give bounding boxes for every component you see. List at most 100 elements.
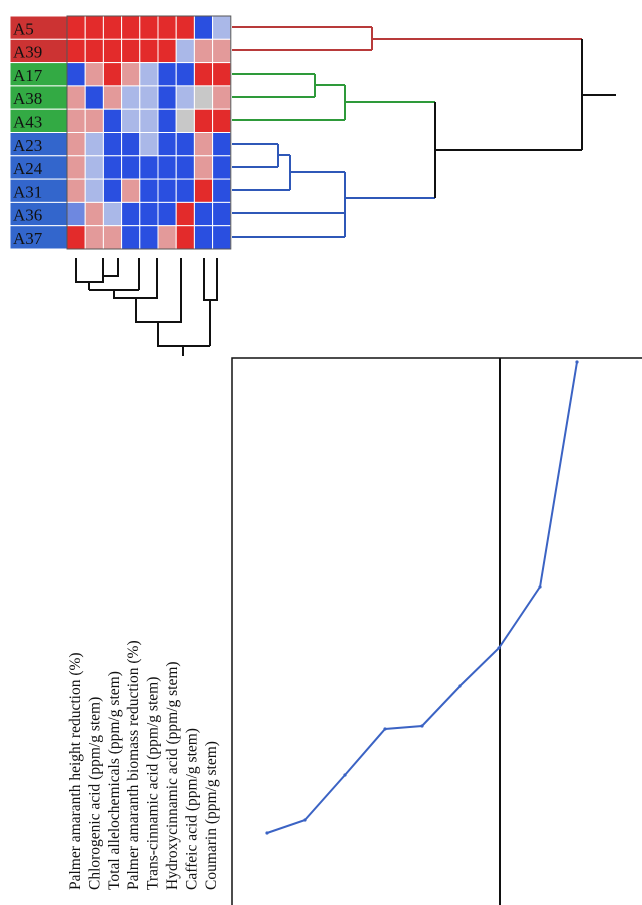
heatmap-cell — [212, 155, 232, 180]
heatmap-cell — [121, 155, 141, 180]
heatmap-cell — [139, 201, 159, 227]
heatmap-cell — [139, 108, 159, 133]
variable-label: Trans-cinnamic acid (ppm/g stem) — [145, 677, 162, 890]
heatmap-cell — [84, 108, 104, 133]
row-label: A38 — [13, 89, 42, 108]
heatmap-cell — [84, 38, 104, 64]
heatmap-cell — [84, 225, 104, 250]
heatmap-cell — [157, 225, 177, 250]
heatmap-cell — [66, 201, 86, 227]
heatmap-cell — [157, 178, 177, 203]
heatmap-cell — [139, 132, 159, 157]
row-label: A36 — [13, 206, 42, 225]
row-label: A37 — [13, 229, 43, 248]
heatmap-cell — [175, 201, 195, 227]
row-label: A24 — [13, 159, 43, 178]
heatmap-cell — [102, 132, 123, 157]
heatmap-cell — [102, 15, 123, 40]
heatmap-cell — [175, 62, 195, 87]
heatmap-border — [66, 15, 232, 250]
heatmap-cell — [157, 38, 177, 64]
row-label: A23 — [13, 136, 42, 155]
heatmap-cell — [157, 155, 177, 180]
heatmap-cell — [157, 62, 177, 87]
heatmap-cell — [102, 108, 123, 133]
heatmap-cell — [139, 38, 159, 64]
heatmap-cell — [139, 85, 159, 110]
heatmap-cell — [193, 38, 214, 64]
variable-label: Palmer amaranth height reduction (%) — [67, 652, 84, 890]
variable-label: Palmer amaranth biomass reduction (%) — [125, 640, 142, 890]
heatmap-cell — [212, 85, 232, 110]
heatmap-cell — [121, 201, 141, 227]
row-dendrogram-red-cluster — [232, 26, 582, 51]
heatmap-cell — [84, 155, 104, 180]
heatmap-cell — [157, 201, 177, 227]
heatmap-cell — [193, 155, 214, 180]
heatmap-cell — [212, 132, 232, 157]
heatmap-cell — [193, 132, 214, 157]
heatmap-cell — [66, 225, 86, 250]
heatmap-cell — [139, 62, 159, 87]
heatmap-cell — [102, 38, 123, 64]
heatmap-cell — [102, 62, 123, 87]
heatmap-cell — [102, 155, 123, 180]
row-dendrogram — [232, 26, 616, 238]
heatmap-cell — [193, 178, 214, 203]
series-points — [265, 360, 579, 835]
series-point — [383, 727, 387, 731]
heatmap-cell — [175, 178, 195, 203]
series-point — [575, 360, 579, 364]
variable-label: Coumarin (ppm/g stem) — [203, 741, 220, 890]
row-label: A31 — [13, 182, 42, 201]
heatmap-cell — [66, 132, 86, 157]
heatmap-cell — [175, 132, 195, 157]
series-line — [266, 361, 578, 834]
heatmap-cell — [193, 85, 214, 110]
heatmap-cell — [157, 15, 177, 40]
heatmap-cell — [212, 38, 232, 64]
heatmap-cell — [193, 62, 214, 87]
heatmap-cell — [84, 15, 104, 40]
heatmap-cell — [66, 15, 86, 40]
heatmap-grid — [66, 15, 232, 250]
row-label: A17 — [13, 66, 43, 85]
heatmap-cell — [66, 62, 86, 87]
variable-label: Hydroxycinnamic acid (ppm/g stem) — [164, 661, 181, 890]
series-point — [420, 724, 424, 728]
series-point — [458, 684, 462, 688]
heatmap-cell — [139, 225, 159, 250]
heatmap-cell — [102, 178, 123, 203]
heatmap-cell — [102, 85, 123, 110]
heatmap-cell — [212, 201, 232, 227]
plot-panel — [231, 357, 642, 905]
heatmap-cell — [212, 62, 232, 87]
heatmap-cell — [212, 15, 232, 40]
heatmap-cell — [66, 108, 86, 133]
heatmap-cell — [121, 178, 141, 203]
heatmap-cell — [121, 132, 141, 157]
heatmap-cell — [193, 225, 214, 250]
heatmap-cell — [157, 85, 177, 110]
series-point — [265, 831, 269, 835]
heatmap-cell — [212, 178, 232, 203]
heatmap-cell — [175, 38, 195, 64]
column-dendrogram — [75, 258, 218, 356]
heatmap-cell — [175, 15, 195, 40]
row-dendrogram-green-cluster — [232, 73, 435, 121]
series-point — [497, 646, 501, 650]
heatmap-cell — [157, 108, 177, 133]
heatmap-cell — [102, 201, 123, 227]
plot-frame — [231, 357, 642, 905]
heatmap-cell — [157, 132, 177, 157]
series-point — [343, 773, 347, 777]
row-label: A5 — [13, 19, 34, 38]
heatmap-cell — [66, 155, 86, 180]
series-point — [303, 818, 307, 822]
variable-label: Caffeic acid (ppm/g stem) — [183, 728, 200, 890]
heatmap-cell — [175, 108, 195, 133]
heatmap-cell — [193, 201, 214, 227]
heatmap-cell — [193, 108, 214, 133]
row-label: A39 — [13, 43, 42, 62]
